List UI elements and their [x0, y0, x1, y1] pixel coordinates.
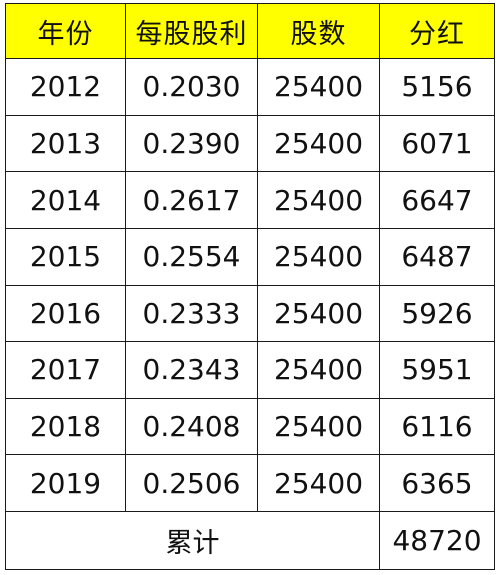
cell-dividend: 6487 — [379, 227, 495, 286]
cell-shares: 25400 — [257, 114, 380, 173]
header-dividend-per-share: 每股股利 — [125, 3, 258, 59]
cell-year: 2012 — [5, 58, 126, 116]
cell-year: 2015 — [5, 227, 126, 286]
cell-year: 2019 — [5, 454, 126, 512]
cell-dividend: 6071 — [379, 114, 495, 173]
header-dividend: 分红 — [379, 3, 495, 59]
table-row: 2013 0.2390 25400 6071 — [5, 114, 495, 173]
table-row: 2015 0.2554 25400 6487 — [5, 227, 495, 286]
cell-shares: 25400 — [257, 341, 380, 399]
cell-dividend-per-share: 0.2408 — [125, 397, 258, 456]
dividend-table: 年份 每股股利 股数 分红 2012 0.2030 25400 5156 201… — [5, 3, 495, 570]
table-row: 2016 0.2333 25400 5926 — [5, 284, 495, 343]
cell-year: 2013 — [5, 114, 126, 173]
cell-dividend-per-share: 0.2343 — [125, 341, 258, 399]
cell-shares: 25400 — [257, 397, 380, 456]
cell-dividend-per-share: 0.2506 — [125, 454, 258, 512]
cell-shares: 25400 — [257, 171, 380, 229]
header-row: 年份 每股股利 股数 分红 — [5, 3, 495, 59]
table-row: 2017 0.2343 25400 5951 — [5, 341, 495, 399]
header-year: 年份 — [5, 3, 126, 59]
cell-year: 2018 — [5, 397, 126, 456]
cell-shares: 25400 — [257, 284, 380, 343]
cell-dividend-per-share: 0.2617 — [125, 171, 258, 229]
table-row: 2018 0.2408 25400 6116 — [5, 397, 495, 456]
table-row: 2019 0.2506 25400 6365 — [5, 454, 495, 512]
table-row: 2012 0.2030 25400 5156 — [5, 58, 495, 116]
cell-dividend-per-share: 0.2030 — [125, 58, 258, 116]
cell-year: 2017 — [5, 341, 126, 399]
cell-year: 2014 — [5, 171, 126, 229]
cell-dividend: 6365 — [379, 454, 495, 512]
cell-dividend-per-share: 0.2390 — [125, 114, 258, 173]
total-label: 累计 — [5, 511, 380, 570]
table-header: 年份 每股股利 股数 分红 — [5, 3, 495, 59]
total-row: 累计 48720 — [5, 511, 495, 570]
total-value: 48720 — [379, 511, 495, 570]
cell-shares: 25400 — [257, 454, 380, 512]
cell-shares: 25400 — [257, 227, 380, 286]
table-row: 2014 0.2617 25400 6647 — [5, 171, 495, 229]
cell-dividend: 6116 — [379, 397, 495, 456]
cell-dividend: 5926 — [379, 284, 495, 343]
cell-shares: 25400 — [257, 58, 380, 116]
cell-dividend-per-share: 0.2333 — [125, 284, 258, 343]
cell-dividend: 5951 — [379, 341, 495, 399]
table-footer: 累计 48720 — [5, 511, 495, 570]
cell-dividend: 6647 — [379, 171, 495, 229]
header-shares: 股数 — [257, 3, 380, 59]
cell-dividend-per-share: 0.2554 — [125, 227, 258, 286]
cell-dividend: 5156 — [379, 58, 495, 116]
cell-year: 2016 — [5, 284, 126, 343]
table-body: 2012 0.2030 25400 5156 2013 0.2390 25400… — [5, 58, 495, 512]
